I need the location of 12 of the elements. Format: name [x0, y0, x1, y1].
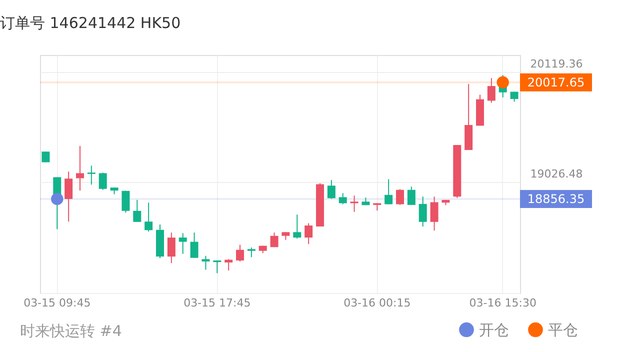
x-tick-label: 03-15 17:45	[184, 296, 251, 310]
legend-label: 平仓	[548, 320, 578, 339]
y-tick-label: 19026.48	[530, 167, 583, 180]
x-tick-label: 03-15 09:45	[24, 296, 91, 310]
chart-title: 订单号 146241442 HK50	[0, 14, 181, 32]
ref-line-label: 18856.35	[527, 192, 585, 206]
legend-label: 开仓	[479, 320, 509, 339]
x-tick-label: 03-16 00:15	[344, 296, 411, 310]
x-tick-label: 03-16 15:30	[469, 296, 536, 310]
text: 时来快运转 #4	[20, 322, 122, 340]
ref-line-label: 20017.65	[527, 75, 585, 90]
y-tick-label: 20119.36	[530, 58, 583, 71]
